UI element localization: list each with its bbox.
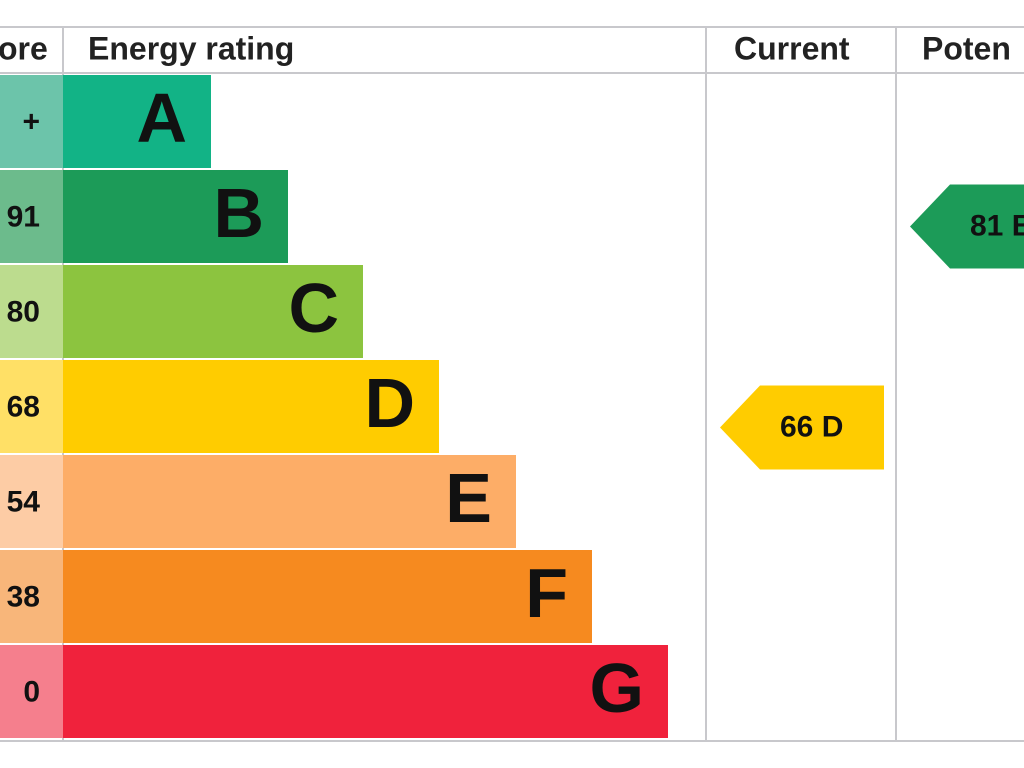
rating-bar (63, 170, 288, 263)
current-label: 66 D (780, 410, 843, 443)
rating-bar (63, 360, 439, 453)
potential-header: Poten (922, 30, 1011, 66)
rating-letter: F (525, 554, 568, 632)
current-arrow (720, 385, 884, 470)
rating-letter: E (445, 459, 492, 537)
score-label: 0 (23, 675, 40, 708)
rating-header: Energy rating (88, 30, 294, 66)
potential-label: 81 B (970, 209, 1024, 242)
score-cell (0, 265, 63, 358)
score-header: ore (0, 30, 48, 66)
rating-bar (63, 645, 668, 738)
score-label: 54 (7, 485, 41, 518)
score-label: + (22, 105, 40, 138)
rating-bar (63, 265, 363, 358)
score-cell (0, 550, 63, 643)
rating-letter: D (364, 364, 415, 442)
score-cell (0, 645, 63, 738)
score-label: 91 (7, 200, 40, 233)
current-header: Current (734, 30, 850, 66)
rating-letter: G (590, 649, 644, 727)
rating-bar (63, 455, 516, 548)
score-label: 38 (7, 580, 40, 613)
score-label: 80 (7, 295, 40, 328)
score-cell (0, 360, 63, 453)
potential-arrow (910, 184, 1024, 269)
rating-bar (63, 75, 211, 168)
score-cell (0, 170, 63, 263)
rating-bar (63, 550, 592, 643)
score-cell (0, 75, 63, 168)
rating-letter: A (136, 79, 187, 157)
rating-letter: C (288, 269, 339, 347)
rating-letter: B (213, 174, 264, 252)
score-label: 68 (7, 390, 40, 423)
score-cell (0, 455, 63, 548)
